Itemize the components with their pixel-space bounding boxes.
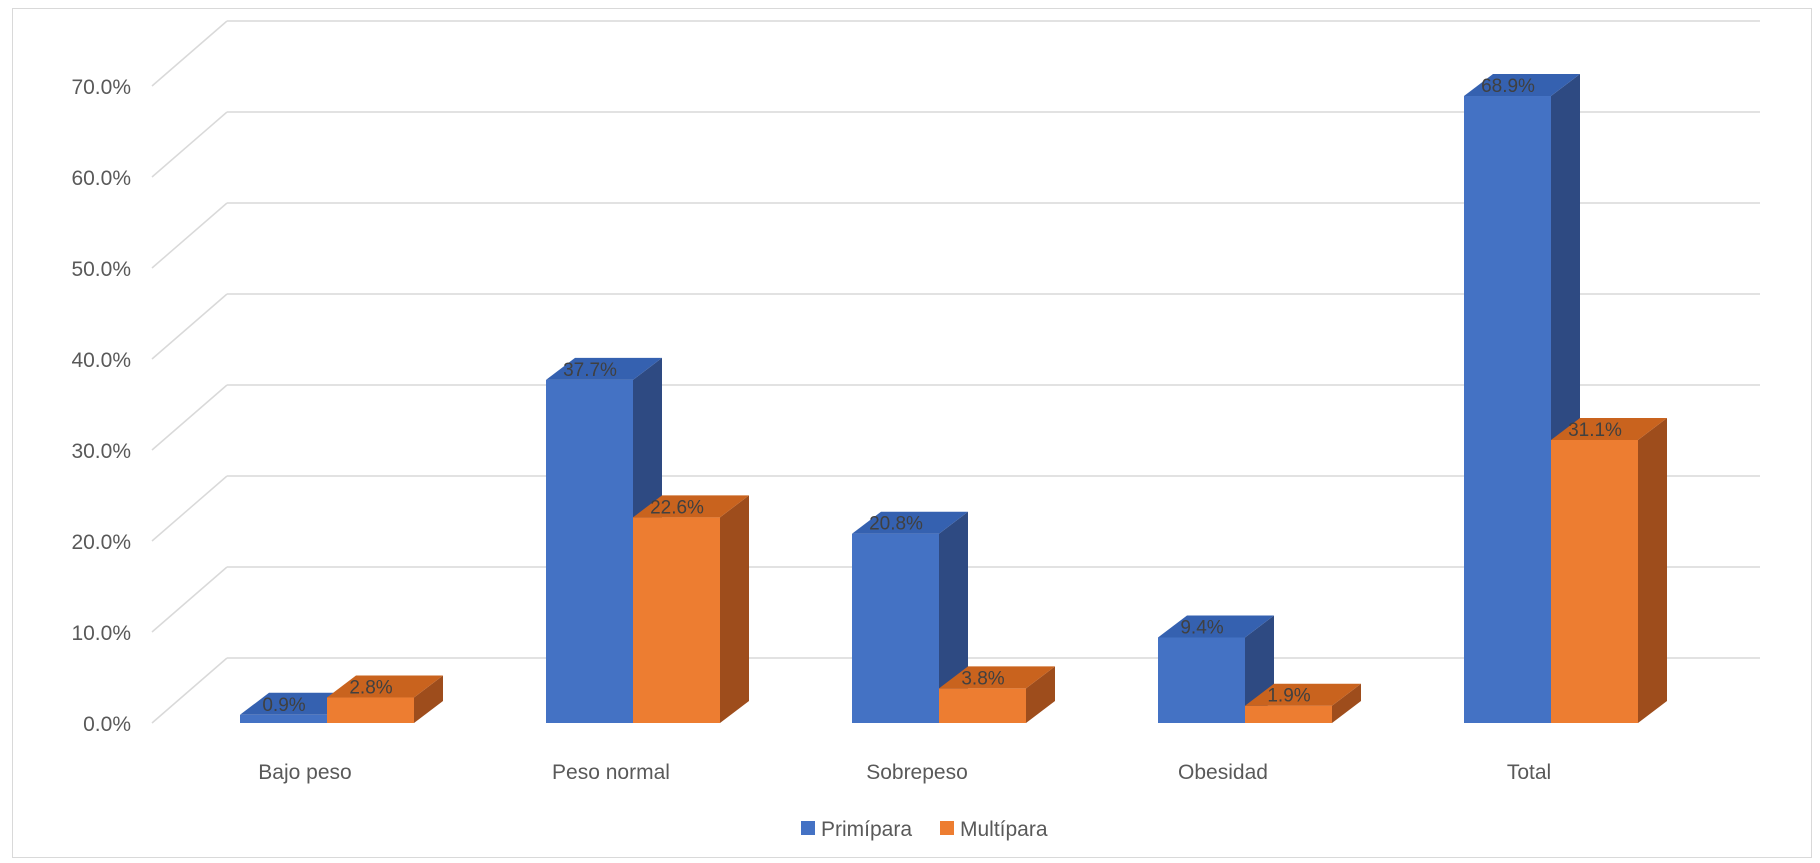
bar-front [327, 698, 414, 723]
bar-multipara-peso-normal [633, 495, 749, 723]
gridline-side [152, 294, 227, 359]
bar-front [1158, 637, 1245, 723]
data-label: 3.8% [961, 668, 1004, 689]
y-tick-label: 0.0% [83, 713, 131, 736]
data-label: 37.7% [563, 360, 617, 381]
legend-swatch [940, 821, 954, 835]
gridline-side [152, 567, 227, 632]
legend-item-primipara: Primípara [801, 818, 912, 841]
legend-item-multipara: Multípara [940, 818, 1048, 841]
bar-front [852, 534, 939, 723]
x-tick-label: Bajo peso [258, 761, 351, 784]
gridline-side [152, 658, 227, 723]
y-tick-label: 30.0% [71, 440, 131, 463]
y-tick-label: 40.0% [71, 349, 131, 372]
data-label: 20.8% [869, 514, 923, 535]
bar-front [633, 517, 720, 723]
gridline-side [152, 203, 227, 268]
legend-label: Primípara [821, 818, 912, 841]
bar-front [546, 380, 633, 723]
gridline-side [152, 476, 227, 541]
y-tick-label: 70.0% [71, 76, 131, 99]
x-tick-label: Total [1507, 761, 1551, 784]
bar-front [939, 688, 1026, 723]
data-label: 9.4% [1180, 617, 1223, 638]
bar-side [720, 495, 749, 723]
bar-front [240, 715, 327, 723]
bar-side [1638, 418, 1667, 723]
data-label: 22.6% [650, 497, 704, 518]
gridline-side [152, 112, 227, 177]
x-tick-label: Obesidad [1178, 761, 1268, 784]
bar-front [1245, 706, 1332, 723]
legend: Primípara Multípara [801, 818, 1048, 841]
x-axis-tick-labels: Bajo peso Peso normal Sobrepeso Obesidad Tot… [258, 761, 1551, 784]
x-tick-label: Sobrepeso [866, 761, 968, 784]
bar-front [1464, 96, 1551, 723]
bar-multipara-total [1551, 418, 1667, 723]
legend-label: Multípara [960, 818, 1048, 841]
data-label: 68.9% [1481, 76, 1535, 97]
y-tick-label: 60.0% [71, 167, 131, 190]
data-label: 31.1% [1568, 420, 1622, 441]
data-label: 2.8% [349, 678, 392, 699]
x-tick-label: Peso normal [552, 761, 670, 784]
data-label: 1.9% [1267, 686, 1310, 707]
bar-front [1551, 440, 1638, 723]
y-axis-tick-labels: 0.0% 10.0% 20.0% 30.0% 40.0% 50.0% 60.0% 70.0% [71, 76, 131, 736]
bars [240, 74, 1667, 723]
y-tick-label: 50.0% [71, 258, 131, 281]
legend-swatch [801, 821, 815, 835]
gridline-side [152, 385, 227, 450]
gridline-side [152, 21, 227, 86]
data-label: 0.9% [262, 695, 305, 716]
y-tick-label: 10.0% [71, 622, 131, 645]
y-tick-label: 20.0% [71, 531, 131, 554]
